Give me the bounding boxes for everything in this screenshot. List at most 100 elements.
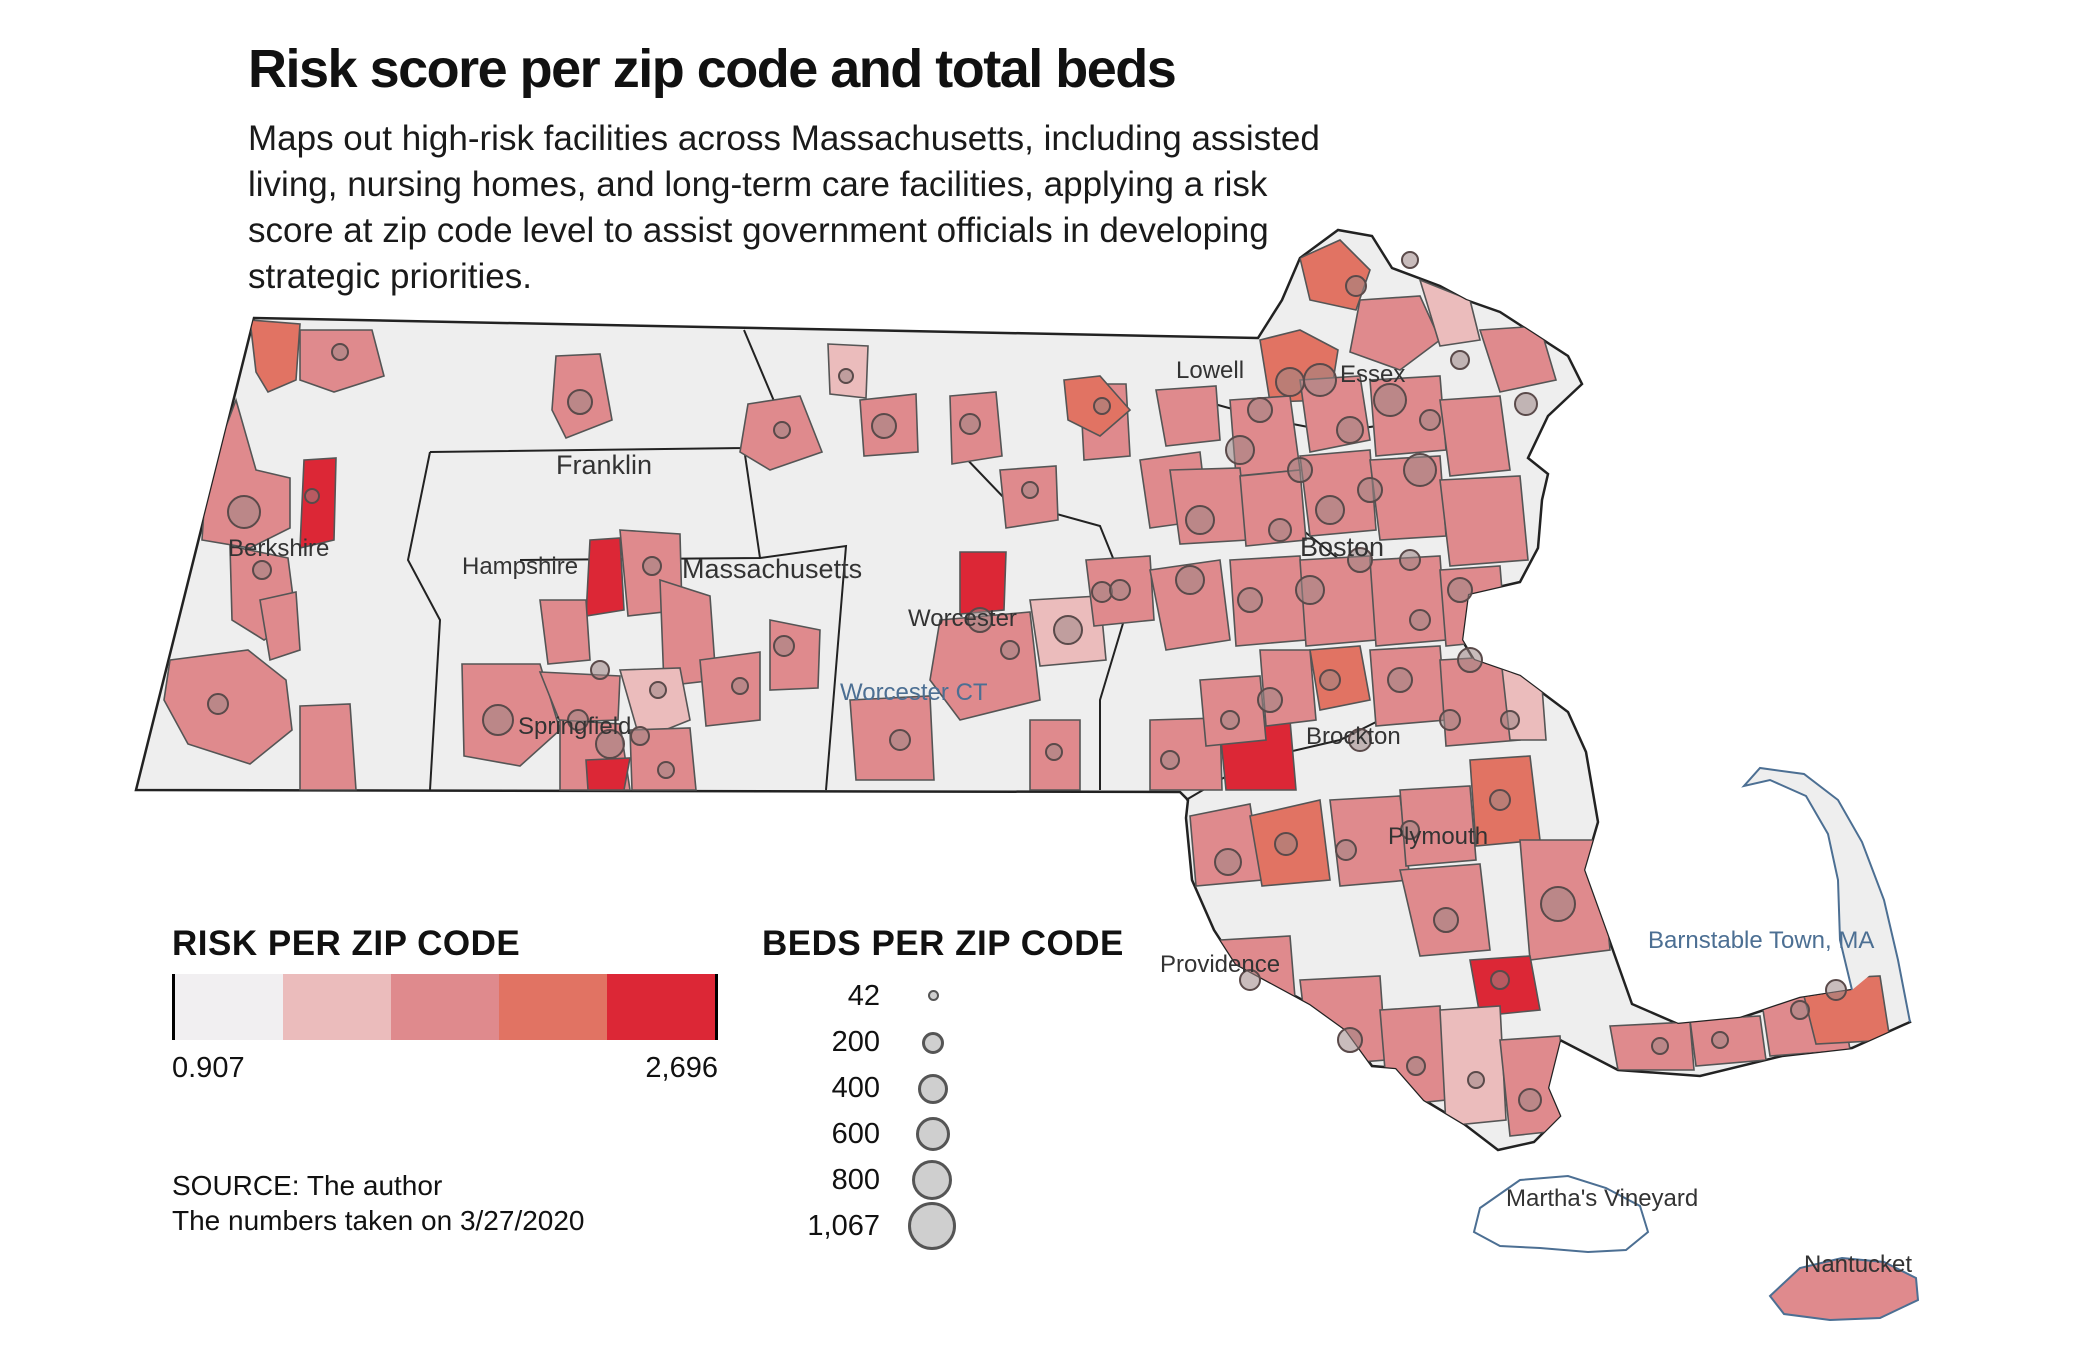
label-lowell: Lowell	[1176, 357, 1244, 384]
label-springfield: Springfield	[518, 713, 631, 740]
label-providence: Providence	[1160, 951, 1280, 978]
beds-legend-row: 400	[762, 1066, 1142, 1112]
bed-circle	[889, 729, 911, 751]
bed-circle	[1357, 477, 1383, 503]
zip-region	[1155, 385, 1221, 447]
label-marthas-vineyard: Martha's Vineyard	[1506, 1185, 1698, 1212]
bed-circle	[657, 761, 675, 779]
bed-circle	[1319, 669, 1341, 691]
zip-region	[959, 551, 1007, 615]
zip-region	[1439, 395, 1511, 477]
zip-region	[1439, 1005, 1507, 1127]
bed-circle	[1247, 397, 1273, 423]
risk-min-label: 0.907	[172, 1052, 245, 1084]
bed-circle	[304, 488, 320, 504]
bed-circle	[1053, 615, 1083, 645]
bed-circle	[1021, 481, 1039, 499]
bed-circle	[649, 681, 667, 699]
bed-circle	[1337, 1027, 1363, 1053]
zip-region	[299, 703, 357, 791]
bed-circle	[1514, 392, 1538, 416]
zip-region	[618, 667, 691, 742]
zip-region	[1169, 467, 1249, 545]
bed-circle	[567, 709, 589, 731]
bed-circle	[871, 413, 897, 439]
marthas-vineyard-island	[1472, 1174, 1650, 1254]
bed-circle	[482, 704, 514, 736]
bed-circle	[1419, 409, 1441, 431]
nantucket-island	[1768, 1256, 1920, 1322]
bed-circle	[1825, 979, 1847, 1001]
beds-size-circle	[908, 1202, 956, 1250]
bed-circle	[1257, 687, 1283, 713]
bed-circle	[567, 389, 593, 415]
bed-circle	[1239, 969, 1261, 991]
bed-circle	[1045, 743, 1063, 761]
bed-circle	[1214, 848, 1242, 876]
beds-size-circle	[916, 1117, 950, 1151]
beds-size-circle	[922, 1032, 944, 1054]
zip-region	[1149, 717, 1223, 791]
bed-circle	[1450, 350, 1470, 370]
bed-circle	[252, 560, 272, 580]
bed-circle	[630, 726, 650, 746]
bed-circle	[1237, 587, 1263, 613]
bed-circle	[1345, 275, 1367, 297]
bed-circle	[1518, 1088, 1542, 1112]
zip-region	[249, 319, 301, 394]
label-barnstable: Barnstable Town, MA	[1648, 927, 1874, 954]
beds-value-label: 42	[847, 980, 880, 1012]
zip-region	[1439, 475, 1529, 567]
bed-circle	[1490, 970, 1510, 990]
beds-legend-heading: BEDS PER ZIP CODE	[762, 924, 1124, 963]
zip-region	[585, 537, 625, 617]
page-subtitle: Maps out high-risk facilities across Mas…	[248, 119, 1320, 296]
bed-circle	[227, 495, 261, 529]
label-boston: Boston	[1300, 532, 1384, 562]
beds-value-label: 1,067	[807, 1210, 880, 1242]
risk-color-scale	[172, 974, 718, 1040]
zip-region	[299, 457, 337, 550]
bed-circle	[1540, 886, 1576, 922]
bed-circle	[1185, 505, 1215, 535]
risk-max-label: 2,696	[645, 1052, 718, 1084]
zip-region	[929, 611, 1041, 721]
label-franklin: Franklin	[556, 450, 652, 480]
source-note: SOURCE: The author The numbers taken on …	[172, 1168, 585, 1238]
bed-circle	[1303, 363, 1337, 397]
zip-region	[1299, 975, 1387, 1067]
beds-value-label: 200	[831, 1026, 880, 1058]
label-massachusetts: Massachusetts	[682, 554, 862, 584]
zip-region	[1439, 565, 1507, 647]
label-essex: Essex	[1340, 361, 1405, 388]
bed-circle	[1406, 1056, 1426, 1076]
bed-circle	[959, 413, 981, 435]
bed-circle	[1315, 495, 1345, 525]
bed-circle	[1268, 518, 1292, 542]
zip-region	[259, 591, 301, 662]
beds-legend-row: 800	[762, 1158, 1142, 1204]
bed-circle	[1399, 549, 1421, 571]
label-nantucket: Nantucket	[1804, 1251, 1912, 1278]
bed-circle	[1439, 709, 1461, 731]
beds-value-label: 800	[831, 1164, 880, 1196]
bed-circle	[1447, 577, 1473, 603]
beds-legend: BEDS PER ZIP CODE 42 200 400 600 800 1,0…	[762, 924, 1142, 1250]
bed-circle	[1175, 565, 1205, 595]
bed-circle	[207, 693, 229, 715]
risk-legend: RISK PER ZIP CODE 0.907 2,696	[172, 924, 718, 1085]
bed-circle	[1489, 789, 1511, 811]
bed-circle	[1093, 397, 1111, 415]
beds-legend-row: 1,067	[762, 1202, 1142, 1250]
beds-size-circle	[928, 990, 939, 1001]
zip-region	[539, 599, 591, 665]
bed-circle	[1225, 435, 1255, 465]
bed-circle	[731, 677, 749, 695]
zip-region	[1349, 295, 1441, 371]
beds-legend-row: 600	[762, 1112, 1142, 1158]
bed-circle	[1433, 907, 1459, 933]
bed-circle	[1790, 1000, 1810, 1020]
risk-legend-heading: RISK PER ZIP CODE	[172, 924, 521, 963]
risk-swatch-4	[499, 974, 607, 1040]
